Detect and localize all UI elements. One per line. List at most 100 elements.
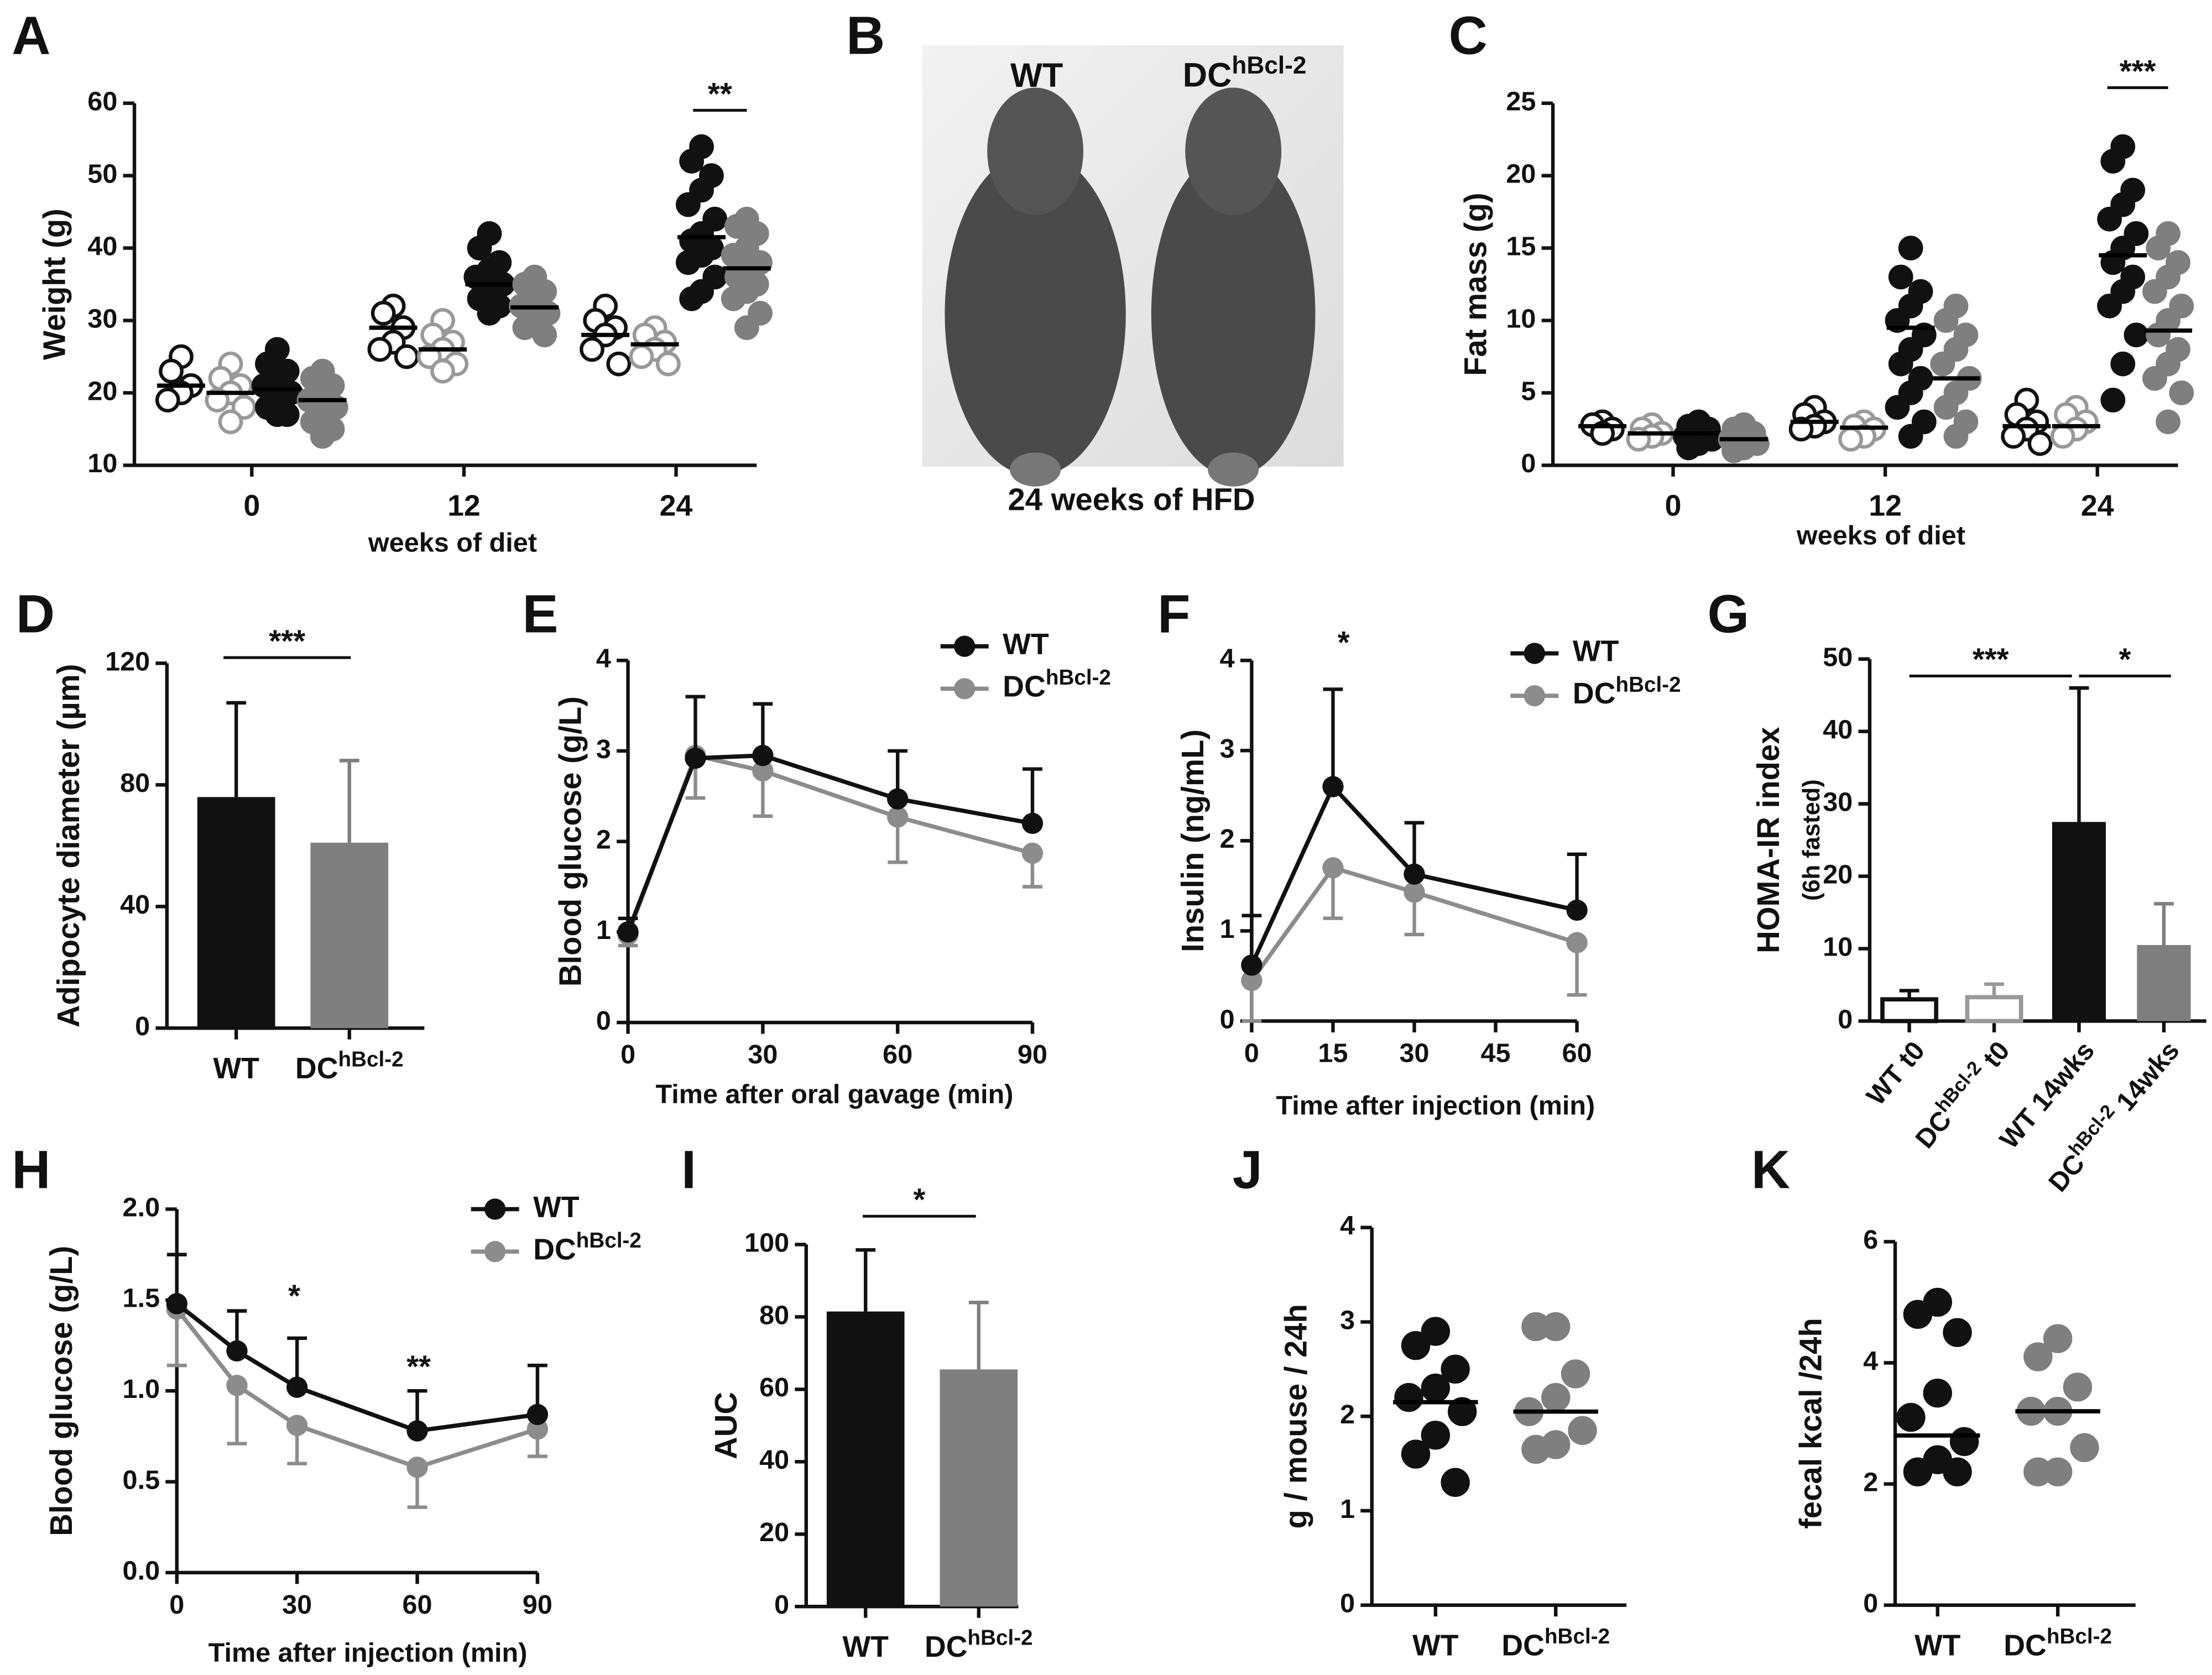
- x-tick-label: 0: [243, 489, 260, 522]
- data-point: [406, 1420, 428, 1442]
- data-point: [1943, 1318, 1972, 1347]
- data-point: [1541, 1382, 1571, 1412]
- data-point: [1943, 1457, 1972, 1486]
- mouse-body: [945, 151, 1126, 477]
- legend-label: WT: [533, 1191, 580, 1224]
- y-tick-label: 0: [1220, 1004, 1235, 1034]
- y-tick-label: 0: [1340, 1588, 1355, 1618]
- bar: [1965, 995, 2023, 1024]
- legend-marker: [1524, 685, 1546, 707]
- y-tick-label: 1.5: [123, 1283, 160, 1313]
- y-tick-label: 10: [1823, 932, 1853, 962]
- data-point: [679, 149, 705, 174]
- y-tick-label: 2.0: [123, 1192, 160, 1222]
- y-tick-label: 3: [1340, 1305, 1355, 1335]
- y-tick-label: 4: [1863, 1346, 1878, 1376]
- legend-label: DChBcl-2: [1003, 666, 1111, 703]
- x-tick-label: 30: [1399, 1039, 1429, 1068]
- y-tick-label: 30: [1823, 787, 1853, 817]
- y-axis-label: Adipocyte diameter (µm): [51, 664, 86, 1028]
- panel-letter: H: [12, 1139, 50, 1199]
- y-tick-label: 40: [87, 231, 117, 261]
- y-axis-label: Weight (g): [36, 208, 71, 360]
- bar: [940, 1369, 1018, 1607]
- superscript: hBcl-2: [338, 1048, 403, 1072]
- x-tick-label: 30: [748, 1040, 778, 1069]
- x-tick-label: 12: [1869, 489, 1902, 522]
- x-axis-label: Time after injection (min): [208, 1638, 528, 1668]
- y-axis-label: Blood glucose (g/L): [553, 696, 588, 987]
- panel-letter: E: [523, 583, 559, 644]
- x-tick-label: DChBcl-2: [2004, 1625, 2112, 1662]
- data-point: [155, 388, 180, 413]
- data-point: [532, 322, 557, 348]
- y-tick-label: 1: [596, 915, 611, 945]
- data-point: [1721, 438, 1746, 463]
- x-tick-label: 60: [403, 1590, 432, 1620]
- x-tick-label: 30: [282, 1590, 312, 1620]
- data-point: [1676, 435, 1702, 461]
- data-point: [1949, 1427, 1979, 1457]
- y-tick-label: 0.0: [123, 1556, 160, 1586]
- data-point: [629, 344, 654, 369]
- bar: [197, 797, 275, 1029]
- y-tick-label: 50: [1823, 643, 1853, 672]
- y-tick-label: 4: [1220, 644, 1235, 674]
- x-tick-label: 0: [169, 1590, 184, 1620]
- x-axis-label: weeks of diet: [368, 528, 537, 557]
- legend-label: DChBcl-2: [1573, 673, 1681, 710]
- data-point: [655, 351, 681, 377]
- y-tick-label: 100: [744, 1228, 789, 1257]
- data-point: [2001, 424, 2026, 449]
- data-point: [887, 806, 909, 828]
- label-part: DC: [295, 1052, 338, 1085]
- data-point: [2027, 431, 2053, 456]
- data-point: [734, 315, 759, 340]
- legend-marker: [484, 1241, 506, 1262]
- panel-letter: J: [1233, 1139, 1262, 1199]
- y-tick-label: 20: [1823, 859, 1853, 889]
- data-point: [2097, 206, 2122, 232]
- panel-letter: I: [681, 1139, 696, 1199]
- label-part: DC: [1501, 1629, 1545, 1662]
- y-tick-label: 4: [1340, 1211, 1355, 1241]
- data-point: [526, 1403, 549, 1426]
- data-point: [1943, 424, 1969, 449]
- data-point: [430, 358, 455, 384]
- significance-label: *: [2119, 642, 2131, 677]
- label-part: DC: [1183, 56, 1232, 95]
- y-tick-label: 0: [1838, 1004, 1853, 1034]
- y-tick-label: 5: [1521, 376, 1536, 406]
- data-point: [676, 192, 701, 217]
- y-tick-label: 40: [120, 890, 150, 920]
- data-point: [1441, 1354, 1470, 1384]
- series-line: [626, 753, 1033, 933]
- photo-caption: 24 weeks of HFD: [1008, 482, 1255, 517]
- data-point: [2169, 380, 2194, 405]
- x-tick-label: 12: [447, 489, 481, 522]
- data-point: [406, 1457, 428, 1478]
- y-tick-label: 0: [774, 1590, 789, 1620]
- panel-letter: D: [16, 583, 55, 644]
- panel-letter: B: [846, 5, 885, 65]
- label-part: DC: [2004, 1629, 2047, 1662]
- x-axis-label: Time after oral gavage (min): [655, 1079, 1013, 1109]
- data-point: [1888, 351, 1913, 377]
- y-axis-label: Insulin (ng/mL): [1175, 729, 1210, 952]
- data-point: [679, 286, 705, 311]
- mouse-tail: [1208, 452, 1259, 487]
- data-point: [685, 747, 706, 769]
- data-point: [1566, 932, 1588, 953]
- mouse-body: [1151, 151, 1316, 477]
- y-tick-label: 4: [596, 644, 611, 674]
- legend-label: WT: [1003, 628, 1049, 661]
- y-axis-label: fecal kcal /24h: [1793, 1318, 1828, 1529]
- y-tick-label: 1: [1340, 1494, 1355, 1524]
- data-point: [1441, 1468, 1470, 1497]
- significance-label: ***: [2120, 54, 2156, 88]
- data-point: [1401, 1439, 1431, 1469]
- superscript: hBcl-2: [1232, 51, 1306, 79]
- bar: [1880, 997, 1939, 1024]
- y-tick-label: 6: [1863, 1225, 1878, 1255]
